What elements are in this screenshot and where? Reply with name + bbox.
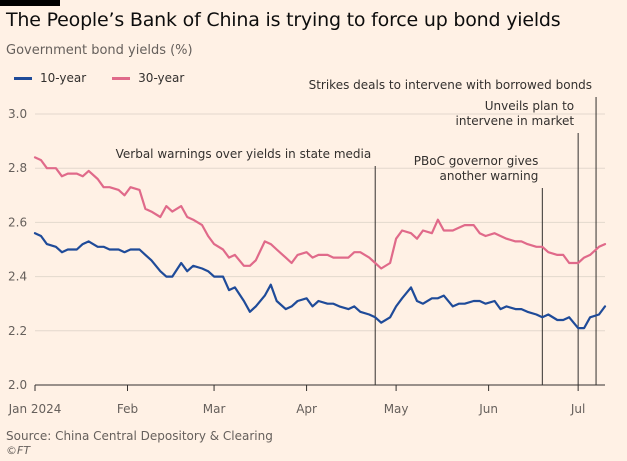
legend-item-30-year: 30-year bbox=[112, 71, 184, 85]
series-line-10-year bbox=[33, 232, 607, 330]
legend: 10-year 30-year bbox=[14, 71, 210, 85]
x-tick-label: Apr bbox=[296, 402, 317, 416]
x-tick-label: Feb bbox=[117, 402, 138, 416]
x-tick-label: Jun bbox=[478, 402, 498, 416]
series-line-30-year bbox=[33, 156, 607, 270]
y-tick-label: 2.8 bbox=[8, 161, 27, 175]
x-tick-label: Jul bbox=[570, 402, 585, 416]
y-tick-label: 2.4 bbox=[8, 270, 27, 284]
y-tick-label: 2.2 bbox=[8, 324, 27, 338]
legend-item-10-year: 10-year bbox=[14, 71, 86, 85]
chart-subtitle: Government bond yields (%) bbox=[6, 43, 193, 58]
x-tick-label: Mar bbox=[203, 402, 226, 416]
ft-credit: ©FT bbox=[6, 444, 31, 457]
brand-bar bbox=[0, 0, 60, 6]
x-tick-label: May bbox=[384, 402, 409, 416]
legend-label-10-year: 10-year bbox=[40, 71, 87, 85]
annotation-label: PBoC governor gives bbox=[414, 154, 539, 168]
y-tick-label: 2.6 bbox=[8, 215, 27, 229]
legend-label-30-year: 30-year bbox=[138, 71, 185, 85]
annotation-label: Strikes deals to intervene with borrowed… bbox=[309, 78, 592, 92]
source-note: Source: China Central Depository & Clear… bbox=[6, 429, 273, 443]
chart-title: The People’s Bank of China is trying to … bbox=[6, 9, 561, 31]
annotation-label: another warning bbox=[440, 169, 539, 183]
annotation-label: intervene in market bbox=[456, 114, 575, 128]
y-tick-label: 3.0 bbox=[8, 107, 27, 121]
legend-swatch-30-year bbox=[112, 76, 131, 80]
annotation-label: Verbal warnings over yields in state med… bbox=[116, 147, 372, 161]
annotation-label: Unveils plan to bbox=[485, 99, 574, 113]
y-tick-label: 2.0 bbox=[8, 378, 27, 392]
x-tick-label: Jan 2024 bbox=[8, 402, 62, 416]
legend-swatch-10-year bbox=[14, 76, 32, 80]
